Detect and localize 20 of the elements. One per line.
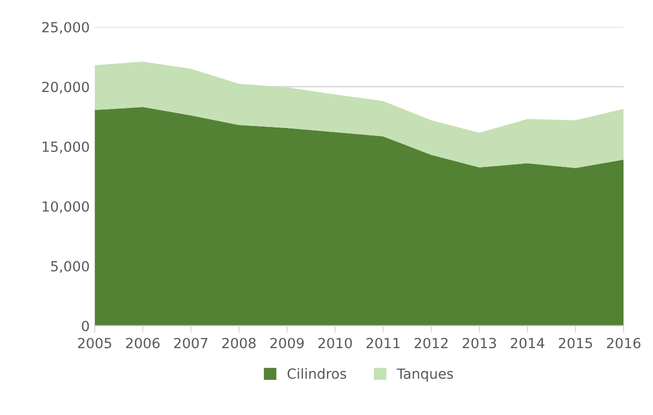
x-tick-label: 2007 [174, 338, 208, 348]
y-tick-label: 20,000 [42, 82, 89, 94]
x-tick-label: 2006 [126, 338, 160, 348]
legend-label: Tanques [396, 368, 454, 382]
y-tick-label: 0 [82, 320, 89, 332]
x-tick-label: 2012 [414, 338, 448, 348]
x-tick-label: 2016 [606, 338, 640, 348]
x-tick-label: 2010 [318, 338, 352, 348]
x-tick-label: 2008 [222, 338, 256, 348]
y-tick-label: 15,000 [42, 141, 89, 154]
y-tick-label: 5,000 [51, 260, 89, 273]
x-tick-label: 2005 [78, 338, 112, 348]
x-tick-label: 2009 [270, 338, 304, 348]
x-tick-label: 2011 [366, 338, 400, 348]
x-tick-label: 2015 [558, 338, 592, 348]
x-tick-label: 2014 [510, 338, 544, 348]
y-tick-label: 25,000 [42, 22, 89, 34]
legend-label: Cilindros [288, 368, 346, 379]
x-tick-label: 2013 [462, 338, 496, 348]
y-tick-label: 10,000 [42, 201, 89, 214]
